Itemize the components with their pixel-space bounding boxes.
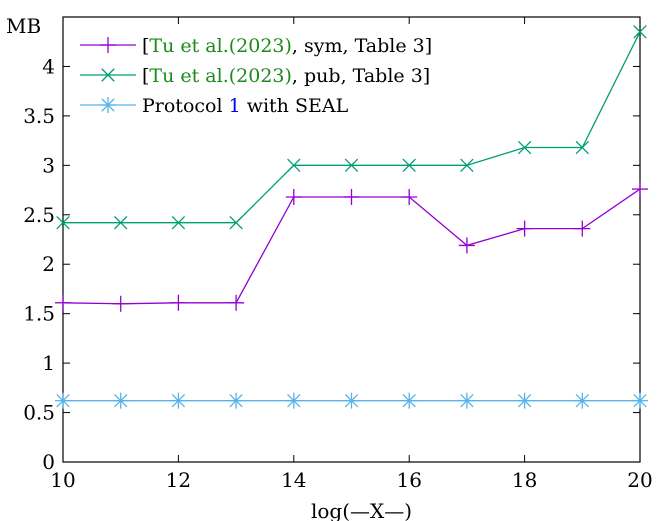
data-point — [343, 188, 360, 205]
y-tick-label: 2 — [42, 252, 55, 276]
data-point — [100, 37, 116, 53]
y-tick-label: 1.5 — [23, 302, 55, 326]
data-point — [170, 392, 187, 409]
legend-label-part: with SEAL — [241, 95, 349, 117]
data-point — [516, 220, 533, 237]
legend-label-part: [ — [142, 35, 149, 57]
data-point — [517, 140, 532, 155]
data-point — [402, 158, 416, 173]
legend-entry-2: [Tu et al.(2023), pub, Table 3] — [80, 65, 430, 87]
plot-frame — [62, 16, 641, 463]
legend: [Tu et al.(2023), sym, Table 3][Tu et al… — [80, 35, 432, 117]
data-point — [344, 158, 359, 173]
legend-label-part: , sym, Table 3] — [292, 35, 432, 57]
legend-label-part: Protocol — [142, 95, 229, 117]
data-point — [458, 237, 475, 254]
x-tick-label: 12 — [166, 468, 191, 492]
data-point — [574, 220, 591, 237]
series-line — [62, 188, 641, 305]
data-point — [574, 392, 591, 409]
data-point — [112, 392, 129, 409]
x-tick-label: 10 — [50, 468, 75, 492]
series-2 — [56, 25, 647, 230]
series-layer — [55, 25, 648, 409]
data-point — [228, 392, 245, 409]
data-point — [633, 25, 647, 39]
data-point — [632, 392, 648, 409]
y-tick-label: 3 — [42, 153, 55, 177]
y-tick-label: 0 — [42, 450, 55, 474]
y-tick-label: 4 — [42, 54, 55, 78]
data-point — [229, 215, 243, 230]
legend-label-part: , pub, Table 3] — [292, 65, 430, 87]
legend-label-part: [ — [142, 65, 149, 87]
data-point — [55, 294, 71, 311]
data-point — [100, 97, 116, 113]
data-point — [401, 392, 418, 409]
data-point — [287, 158, 301, 173]
data-point — [101, 68, 115, 82]
data-point — [516, 392, 533, 409]
data-point — [56, 215, 70, 230]
data-point — [458, 392, 475, 409]
data-point — [228, 294, 245, 311]
data-point — [114, 215, 128, 230]
legend-entry-3: Protocol 1 with SEAL — [80, 95, 349, 117]
x-axis-label: log(—X—) — [311, 499, 412, 521]
legend-label: [Tu et al.(2023), sym, Table 3] — [142, 35, 432, 57]
y-tick-label: 2.5 — [23, 203, 55, 227]
data-point — [401, 188, 418, 205]
legend-label-part: 1 — [229, 95, 241, 117]
axes: 10 12 14 16 18 20 0 0.5 1 1.5 2 2.5 3 3.5 4 — [23, 16, 653, 492]
y-tick-label: 0.5 — [23, 401, 55, 425]
data-point — [171, 215, 186, 230]
x-tick-label: 16 — [396, 468, 421, 492]
series-3 — [55, 392, 648, 409]
data-point — [55, 392, 71, 409]
legend-label-part: Tu et al.(2023) — [149, 35, 292, 57]
y-tick-label: 3.5 — [23, 104, 55, 128]
data-point — [632, 181, 648, 198]
y-tick-label: 1 — [42, 351, 55, 375]
data-point — [112, 295, 129, 312]
legend-label-part: Tu et al.(2023) — [149, 65, 292, 87]
x-tick-label: 20 — [627, 468, 652, 492]
legend-entry-1: [Tu et al.(2023), sym, Table 3] — [80, 35, 432, 57]
data-point — [460, 158, 474, 173]
legend-label: Protocol 1 with SEAL — [142, 95, 349, 117]
data-point — [285, 188, 302, 205]
x-tick-label: 14 — [281, 468, 306, 492]
data-point — [343, 392, 360, 409]
y-axis-label: MB — [6, 14, 41, 38]
series-1 — [55, 181, 648, 312]
data-point — [285, 392, 302, 409]
x-tick-label: 18 — [512, 468, 537, 492]
legend-label: [Tu et al.(2023), pub, Table 3] — [142, 65, 430, 87]
data-point — [575, 140, 589, 155]
data-point — [170, 294, 187, 311]
